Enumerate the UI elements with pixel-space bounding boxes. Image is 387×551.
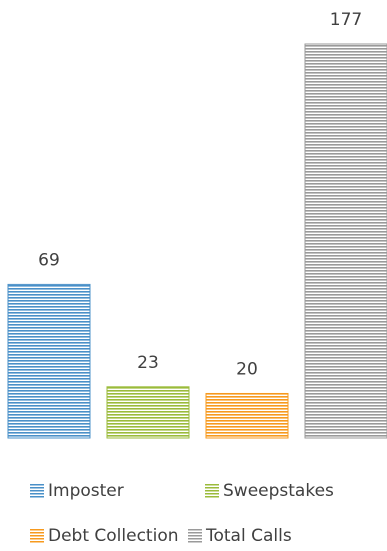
bar-imposter bbox=[7, 283, 91, 439]
data-label-debt-collection: 20 bbox=[236, 359, 258, 379]
bar-sweepstakes bbox=[106, 386, 190, 439]
data-label-imposter: 69 bbox=[38, 250, 60, 270]
data-label-sweepstakes: 23 bbox=[137, 353, 159, 373]
bar-total-calls bbox=[304, 43, 387, 439]
bar-debt-collection bbox=[205, 392, 289, 439]
data-label-total-calls: 177 bbox=[330, 10, 362, 30]
